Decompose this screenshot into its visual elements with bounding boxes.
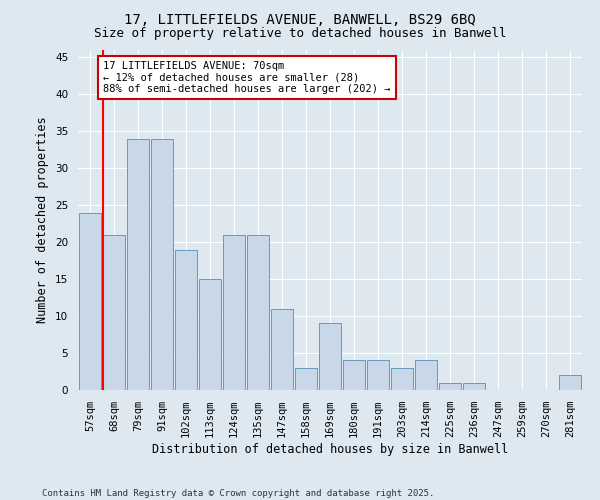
Text: 17 LITTLEFIELDS AVENUE: 70sqm
← 12% of detached houses are smaller (28)
88% of s: 17 LITTLEFIELDS AVENUE: 70sqm ← 12% of d… (103, 61, 391, 94)
Bar (247, 235, 269, 390)
Bar (439, 382, 461, 390)
Bar (79, 212, 101, 390)
Bar (151, 138, 173, 390)
Bar (223, 235, 245, 390)
Bar (127, 138, 149, 390)
Bar (271, 308, 293, 390)
Bar (319, 324, 341, 390)
Bar (559, 375, 581, 390)
Text: 17, LITTLEFIELDS AVENUE, BANWELL, BS29 6BQ: 17, LITTLEFIELDS AVENUE, BANWELL, BS29 6… (124, 12, 476, 26)
Text: Contains HM Land Registry data © Crown copyright and database right 2025.: Contains HM Land Registry data © Crown c… (42, 488, 434, 498)
Bar (295, 368, 317, 390)
Bar (103, 235, 125, 390)
Bar (367, 360, 389, 390)
Bar (391, 368, 413, 390)
Y-axis label: Number of detached properties: Number of detached properties (37, 116, 49, 324)
Bar (175, 250, 197, 390)
X-axis label: Distribution of detached houses by size in Banwell: Distribution of detached houses by size … (152, 443, 508, 456)
Bar (415, 360, 437, 390)
Text: Size of property relative to detached houses in Banwell: Size of property relative to detached ho… (94, 28, 506, 40)
Bar (343, 360, 365, 390)
Bar (463, 382, 485, 390)
Bar (199, 279, 221, 390)
